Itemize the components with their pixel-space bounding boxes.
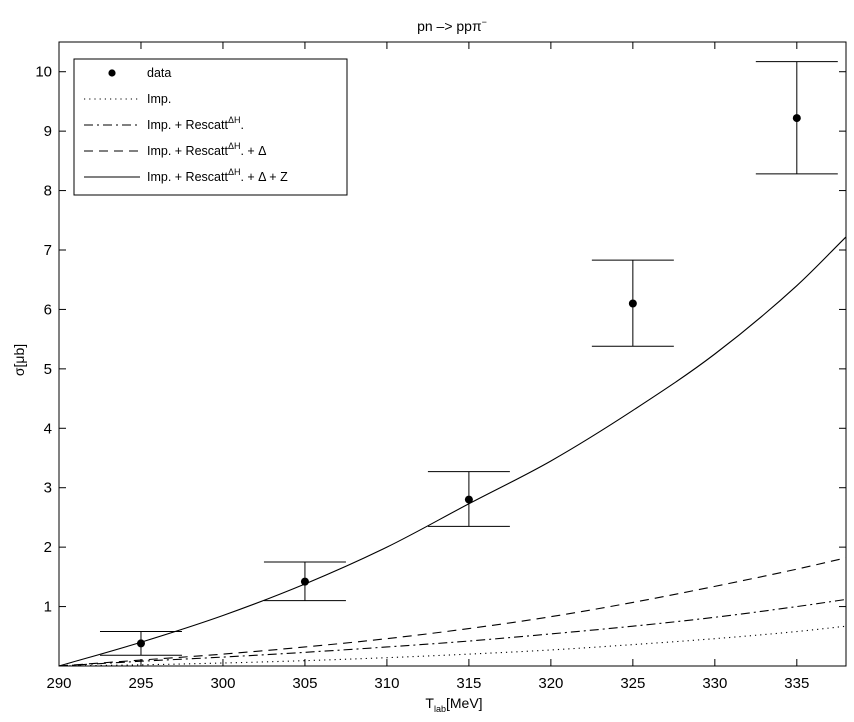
legend-label-data: data [147,66,171,80]
x-tick-label: 325 [620,675,645,692]
y-tick-label: 10 [35,64,52,81]
data-point-group [591,259,674,347]
series-line-dashed [59,557,846,666]
x-tick-label: 320 [538,675,563,692]
legend-label-dashed: Imp. + RescattΔH. + Δ [147,141,267,158]
x-tick-label: 290 [46,675,71,692]
y-tick-label: 7 [44,242,52,259]
legend-label-dashdot: Imp. + RescattΔH. [147,115,244,132]
y-tick-label: 5 [44,361,52,378]
data-point [300,577,309,586]
axes-box [58,41,847,667]
x-tick-label: 305 [292,675,317,692]
y-tick-label: 1 [44,599,52,616]
y-tick-label: 4 [44,420,52,437]
data-point [792,114,801,123]
data-point-group [263,561,346,602]
data-point-group [427,471,510,527]
data-point [464,495,473,504]
y-tick-label: 8 [44,183,52,200]
x-tick-label: 335 [784,675,809,692]
data-point-group [99,631,182,656]
chart-title: pn –> ppπ− [417,17,487,34]
legend-label-solid: Imp. + RescattΔH. + Δ + Z [147,167,288,184]
y-tick-label: 9 [44,123,52,140]
axes: 290 295 300 305 310 315 320 325 330 335 1 2 3 4 5 6 7 8 9 1… [35,41,847,692]
x-tick-label: 330 [702,675,727,692]
data-point [136,639,145,648]
data-point [628,299,637,308]
legend: data Imp. Imp. + RescattΔH. Imp. + RescattΔ… [73,58,348,196]
y-tick-label: 6 [44,301,52,318]
x-axis-label: Tlab[MeV] [425,695,482,714]
plot-area [59,61,846,666]
legend-box [73,58,348,196]
legend-marker-data [108,69,116,77]
y-axis-label: σ[μb] [11,344,27,376]
data-point-group [755,61,838,175]
x-tick-label: 295 [128,675,153,692]
y-tick-label: 3 [44,480,52,497]
legend-label-dotted: Imp. [147,92,171,106]
x-tick-label: 300 [210,675,235,692]
x-tick-label: 315 [456,675,481,692]
x-tick-label: 310 [374,675,399,692]
y-tick-label: 2 [44,539,52,556]
series-line-dashdot [59,598,846,666]
